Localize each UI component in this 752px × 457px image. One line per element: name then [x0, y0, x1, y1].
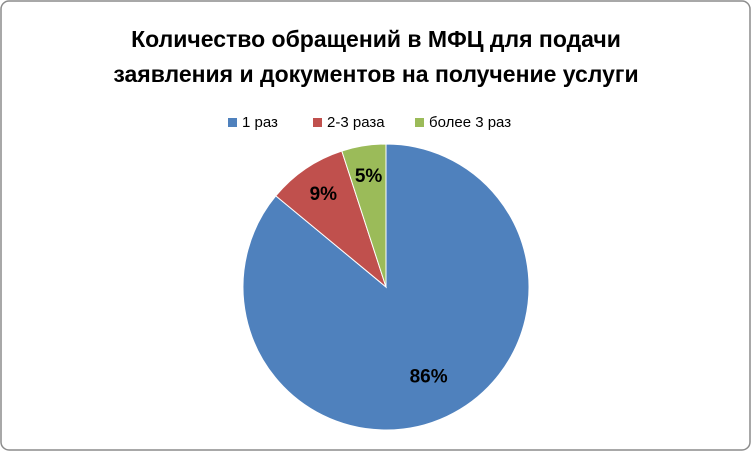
data-labels: 86% 9% 5%: [310, 166, 448, 388]
chart-title: Количество обращений в МФЦ для подачи: [131, 26, 621, 52]
legend-swatch: [313, 118, 322, 127]
data-label: 5%: [355, 166, 383, 187]
legend-swatch: [228, 118, 237, 127]
legend-swatch: [415, 118, 424, 127]
data-label: 9%: [310, 184, 338, 205]
pie: [242, 143, 530, 431]
legend-label: более 3 раз: [429, 114, 511, 131]
pie-slice: [275, 150, 388, 289]
chart-title: заявления и документов на получение услу…: [113, 61, 638, 87]
legend-label: 1 раз: [242, 114, 278, 131]
legend-label: 2-3 раза: [327, 114, 385, 131]
legend: 1 раз 2-3 раза более 3 раз: [228, 114, 511, 131]
pie-slice: [242, 143, 530, 431]
pie-slice: [341, 143, 387, 288]
data-label: 86%: [410, 367, 448, 388]
